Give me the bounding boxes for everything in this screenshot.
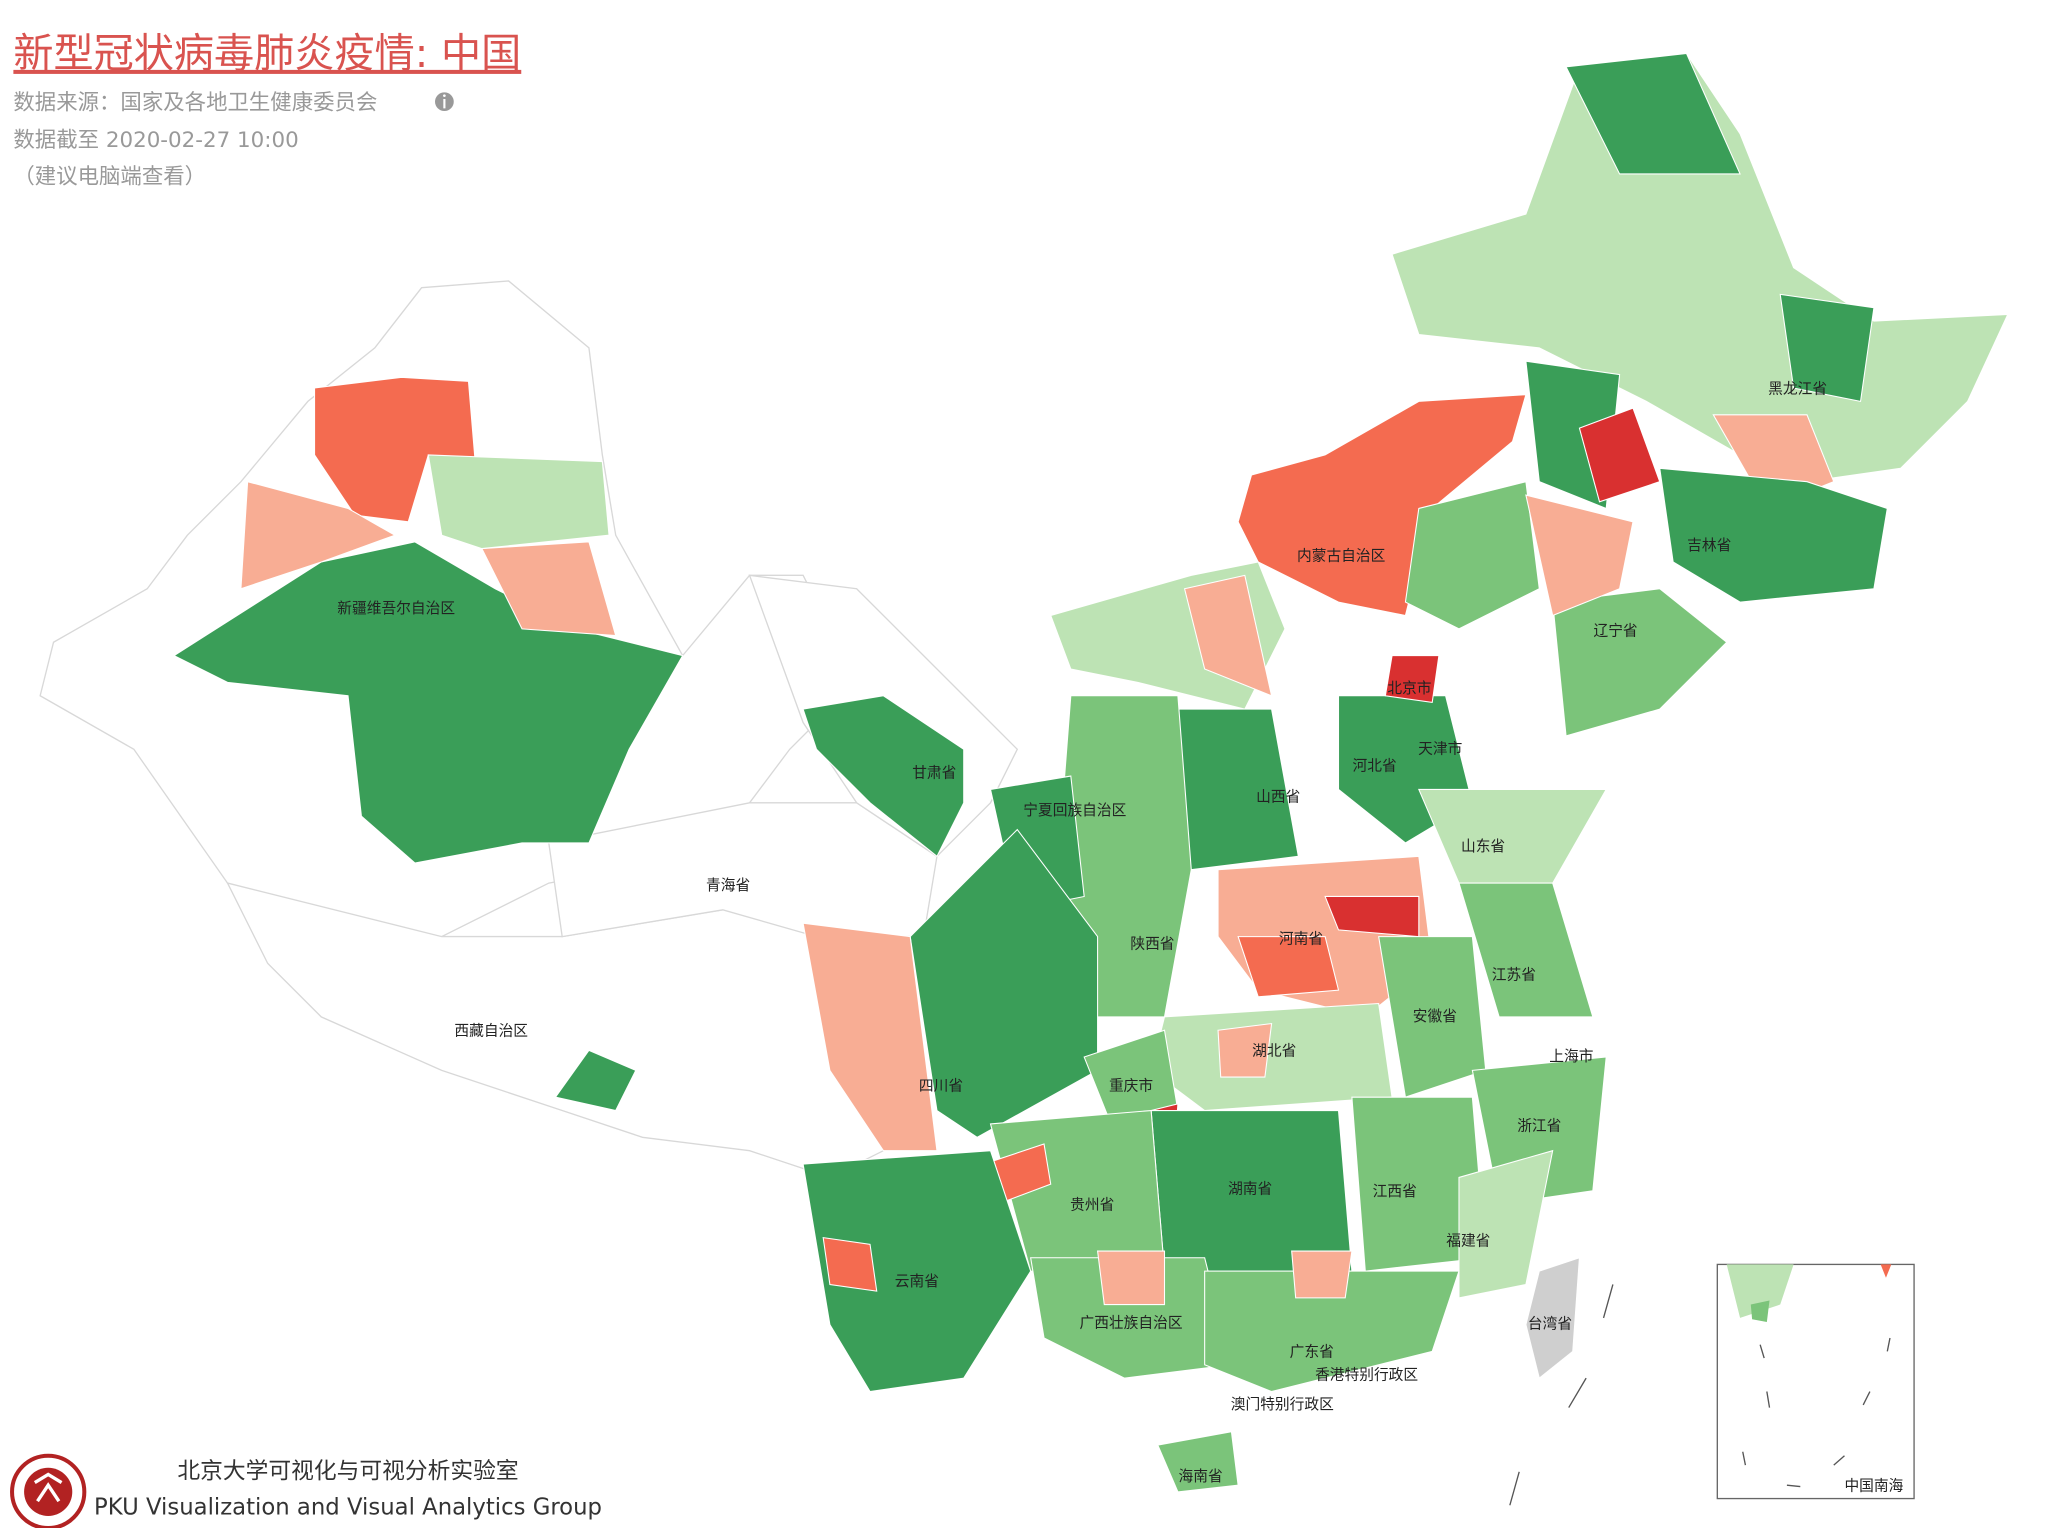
region-label: 江苏省 [1492, 966, 1536, 983]
region[interactable] [822, 1237, 878, 1292]
region[interactable] [1183, 574, 1273, 697]
region-label: 西藏自治区 [454, 1023, 528, 1040]
region-label: 天津市 [1418, 740, 1462, 757]
region-label: 内蒙古自治区 [1297, 548, 1386, 565]
region[interactable] [1525, 494, 1634, 617]
region[interactable] [1204, 1270, 1460, 1393]
region-label: 台湾省 [1528, 1316, 1572, 1333]
region-label: 新疆维吾尔自治区 [337, 600, 455, 617]
region-label: 山西省 [1256, 788, 1300, 805]
region[interactable] [1779, 293, 1875, 403]
region[interactable] [802, 922, 938, 1152]
region-label: 广西壮族自治区 [1080, 1314, 1183, 1331]
region-label: 河北省 [1353, 758, 1397, 775]
region[interactable] [1291, 1250, 1353, 1299]
updated: 数据截至 2020-02-27 10:00 [13, 128, 298, 153]
regions [39, 52, 2009, 1493]
region-label: 湖南省 [1228, 1180, 1272, 1197]
region[interactable] [1384, 655, 1440, 704]
region-label: 河南省 [1279, 930, 1323, 947]
inset-taiwan [1880, 1264, 1892, 1278]
region[interactable] [1578, 407, 1661, 503]
region[interactable] [1418, 788, 1608, 884]
region[interactable] [1565, 52, 1741, 175]
region-label: 黑龙江省 [1768, 380, 1827, 397]
inset-land [1726, 1264, 1794, 1318]
region-label: 重庆市 [1109, 1077, 1153, 1094]
region[interactable] [240, 480, 397, 590]
region-label: 香港特别行政区 [1315, 1366, 1418, 1383]
region-label: 上海市 [1549, 1048, 1593, 1065]
region[interactable] [802, 695, 965, 858]
region-label: 甘肃省 [912, 764, 956, 781]
south-china-sea-inset [1716, 1263, 1915, 1500]
region-label: 宁夏回族自治区 [1023, 802, 1126, 819]
org-en: PKU Visualization and Visual Analytics G… [94, 1495, 602, 1521]
region-label: 青海省 [706, 877, 750, 894]
note: （建议电脑端查看） [13, 164, 206, 189]
region[interactable] [1525, 1256, 1581, 1380]
logo [10, 1453, 87, 1528]
region-label: 福建省 [1446, 1233, 1490, 1250]
region[interactable] [554, 1049, 637, 1112]
info-icon[interactable] [435, 92, 454, 112]
region-label: 四川省 [919, 1077, 963, 1094]
region[interactable] [1552, 588, 1728, 737]
region[interactable] [1458, 882, 1594, 1018]
title: 新型冠状病毒肺炎疫情: 中国 [13, 31, 521, 77]
region-label: 江西省 [1373, 1183, 1417, 1200]
region[interactable] [1237, 936, 1340, 998]
region-label: 山东省 [1461, 838, 1505, 855]
region[interactable] [1217, 1022, 1273, 1078]
region[interactable] [481, 541, 617, 637]
region-label: 湖北省 [1252, 1043, 1296, 1060]
region-label: 北京市 [1387, 680, 1431, 697]
region[interactable] [1404, 481, 1540, 630]
region-label: 安徽省 [1413, 1008, 1457, 1025]
region-label: 海南省 [1179, 1468, 1223, 1485]
region[interactable] [802, 1150, 1032, 1393]
region-label: 云南省 [895, 1273, 939, 1290]
org-cn: 北京大学可视化与可视分析实验室 [177, 1458, 518, 1484]
region-label: 吉林省 [1687, 537, 1731, 554]
region[interactable] [1030, 1257, 1233, 1379]
nine-dash-line [1509, 1284, 1891, 1506]
source: 数据来源：国家及各地卫生健康委员会 [13, 91, 377, 116]
region-label: 广东省 [1290, 1344, 1334, 1361]
inset-label: 中国南海 [1844, 1478, 1903, 1495]
region-label: 浙江省 [1517, 1118, 1561, 1135]
region-label: 贵州省 [1070, 1197, 1114, 1214]
region[interactable] [1659, 467, 1888, 603]
region[interactable] [1458, 1149, 1554, 1299]
region-label: 澳门特别行政区 [1231, 1396, 1334, 1413]
region[interactable] [427, 454, 610, 550]
inset-hainan [1750, 1300, 1770, 1322]
region-label: 辽宁省 [1593, 623, 1637, 640]
region-label: 陕西省 [1130, 936, 1174, 953]
region[interactable] [1096, 1250, 1166, 1306]
region[interactable] [1157, 1431, 1239, 1493]
